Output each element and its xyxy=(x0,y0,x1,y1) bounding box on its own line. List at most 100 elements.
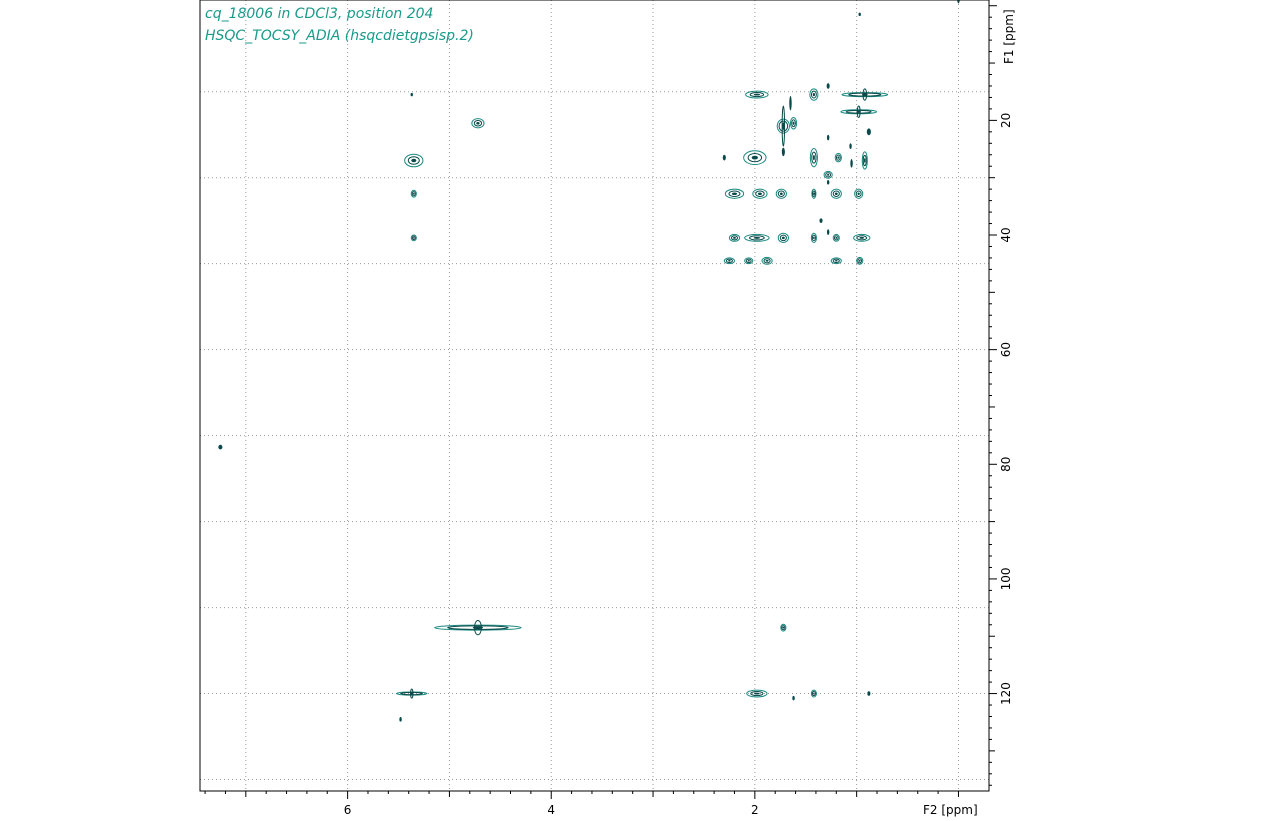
peak-contour-outer xyxy=(840,109,878,115)
peak-contour-mid xyxy=(779,234,787,242)
peak-contour-core xyxy=(412,192,415,195)
peak-contour-outer xyxy=(789,117,798,130)
dataset-title: cq_18006 in CDCl3, position 204 xyxy=(205,6,434,22)
peak xyxy=(761,256,773,265)
peak-contour-core xyxy=(857,192,860,196)
peak-contour-outer xyxy=(752,188,768,199)
peak xyxy=(850,159,853,168)
peak xyxy=(849,143,852,150)
peak-contour-outer xyxy=(761,256,773,265)
peak-contour-outer xyxy=(809,88,819,101)
peak-dot xyxy=(781,147,785,157)
peak-contour-core xyxy=(751,155,758,160)
peak-contour-outer xyxy=(743,150,767,166)
peak xyxy=(792,695,795,701)
peak xyxy=(830,257,842,265)
peak-contour-mid xyxy=(747,152,763,163)
peak-contour-outer xyxy=(404,153,424,168)
peak xyxy=(826,83,830,89)
peak-contour-mid xyxy=(825,172,832,178)
peak-contour-mid xyxy=(473,119,483,127)
peak xyxy=(811,188,817,199)
peak-contour-core xyxy=(733,236,736,239)
peak xyxy=(830,188,842,199)
peak-contour-outer xyxy=(745,90,769,99)
peak-contour-mid xyxy=(749,235,765,241)
peak xyxy=(434,619,522,636)
peak-contour-mid xyxy=(811,690,816,697)
peak-contour-outer xyxy=(775,188,787,199)
peak-contour-core xyxy=(859,236,865,239)
peak-contour-core xyxy=(782,626,785,629)
peak-contour-outer xyxy=(810,232,817,243)
peak xyxy=(826,229,830,236)
peak xyxy=(809,147,818,168)
peak-contour-core xyxy=(412,237,415,239)
peak-contour-mid xyxy=(407,156,420,165)
peak xyxy=(722,154,726,161)
peak-contour-core xyxy=(731,192,738,196)
peak-contour-mid xyxy=(725,258,733,264)
peak-contour-outer xyxy=(746,689,768,698)
peak xyxy=(410,234,417,242)
peak-contour-core xyxy=(753,236,761,239)
peak-contour-outer xyxy=(809,147,818,168)
peak-contour-core xyxy=(862,93,868,96)
peak xyxy=(826,134,830,141)
peak-contour-core xyxy=(837,156,840,159)
peak-contour-outer xyxy=(811,188,817,199)
peak-contour-mid xyxy=(411,191,416,197)
peak-contour-mid xyxy=(862,154,867,167)
peak xyxy=(744,257,754,265)
peak-dot xyxy=(826,83,830,89)
peak-contour-core xyxy=(812,92,816,97)
y-tick-label: 60 xyxy=(999,342,1013,357)
peak-dot xyxy=(866,128,871,136)
peak-contour-core xyxy=(856,110,861,113)
peak xyxy=(856,256,864,265)
peak-contour-mid xyxy=(833,235,839,241)
peak xyxy=(410,189,417,198)
x-tick-label: 2 xyxy=(751,803,759,817)
peak-contour-mid xyxy=(749,92,765,98)
peak xyxy=(957,0,960,4)
peak-dot xyxy=(850,159,853,168)
peak-contour-mid xyxy=(791,119,796,128)
peak xyxy=(826,179,830,185)
peak-contour-outer xyxy=(832,233,840,242)
peak-contour-outer xyxy=(434,624,522,631)
peak-contour-core xyxy=(411,158,417,163)
peak xyxy=(471,118,485,129)
peak-contour-outer xyxy=(410,189,417,198)
peak-contour-outer xyxy=(853,233,871,242)
peak xyxy=(728,233,741,242)
peak-contour-core xyxy=(757,192,762,196)
peak-contour-mid xyxy=(778,120,789,132)
peak-contour-mid xyxy=(857,258,863,264)
peak-contour-outer xyxy=(856,256,864,265)
peak-contour-core xyxy=(779,192,783,196)
peak-contour-core xyxy=(813,692,815,695)
peak xyxy=(823,170,833,179)
peak xyxy=(854,188,864,199)
peak xyxy=(810,689,817,698)
peak-dot xyxy=(819,218,823,223)
peak xyxy=(809,88,819,101)
peak-contour-mid xyxy=(730,235,739,241)
peak-contour-outer xyxy=(861,151,868,170)
peak-contour-outer xyxy=(830,257,842,265)
peak-contour-core xyxy=(727,259,731,262)
peak-dot xyxy=(826,179,830,185)
peak-contour-outer xyxy=(841,92,889,98)
peak-contour-outer xyxy=(471,118,485,129)
peak xyxy=(853,233,871,242)
peak-contour-mid xyxy=(745,258,752,264)
peak-dot xyxy=(789,96,792,111)
y-axis-label: F1 [ppm] xyxy=(1002,9,1016,64)
peak xyxy=(744,233,770,242)
peak-contour-mid xyxy=(812,190,816,197)
peak xyxy=(724,188,745,199)
peak-dot xyxy=(826,134,830,141)
peak-contour-mid xyxy=(400,691,423,696)
peak-spike xyxy=(781,105,786,147)
